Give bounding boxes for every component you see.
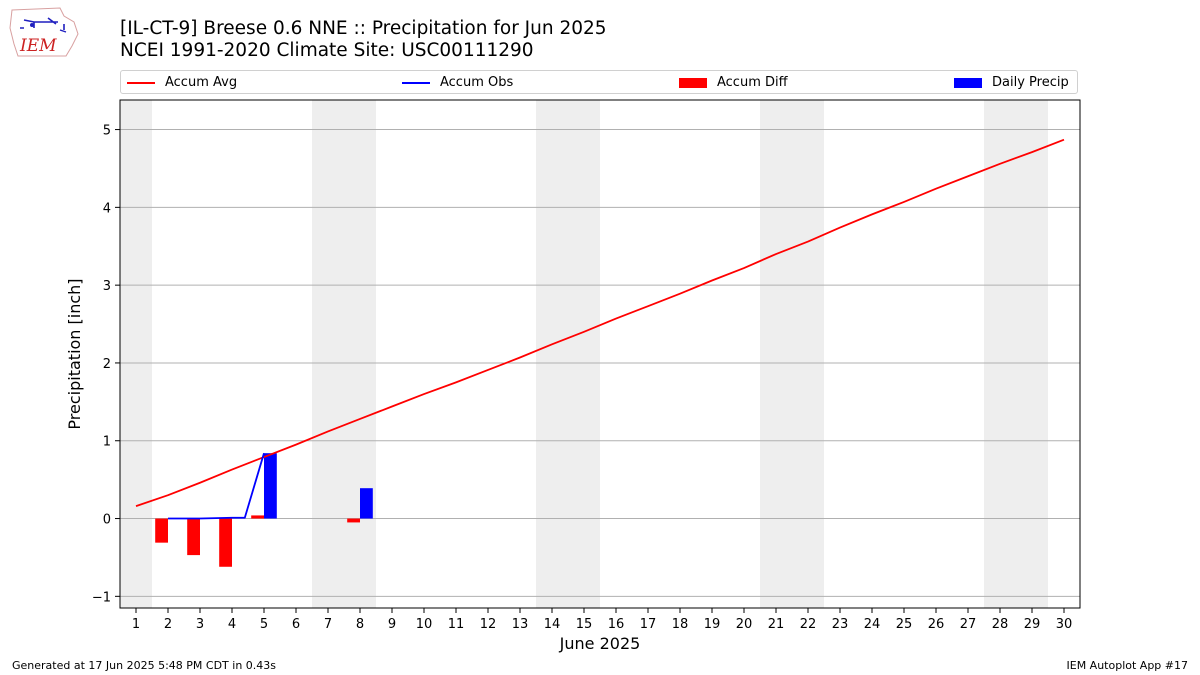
x-tick-label: 20 [736,617,753,632]
x-tick-label: 18 [672,617,689,632]
weekend-band-5 [984,100,1048,608]
x-tick-label: 12 [480,617,497,632]
legend-swatch-daily-precip [954,77,982,88]
accum-obs-line [168,452,265,520]
accum-avg-line [135,138,1065,507]
y-tick-label: −1 [92,590,111,605]
chart-title-line2: NCEI 1991-2020 Climate Site: USC00111290 [120,40,534,61]
x-tick-label: 28 [992,617,1009,632]
legend-label-accum-diff: Accum Diff [717,75,788,90]
x-tick-label: 23 [832,617,849,632]
x-tick-label: 5 [260,617,268,632]
footer-app: IEM Autoplot App #17 [1066,659,1189,672]
chart-title: [IL-CT-9] Breese 0.6 NNE :: Precipitatio… [120,18,607,62]
x-tick-label: 10 [416,617,433,632]
accum-diff-bar [187,518,200,556]
y-tick-label: 0 [103,513,111,528]
x-tick-label: 16 [608,617,625,632]
plot-frame [119,99,1081,609]
x-tick-label: 6 [292,617,300,632]
legend-swatch-accum-diff [679,77,707,88]
x-tick-label: 29 [1024,617,1041,632]
x-tick-label: 15 [576,617,593,632]
svg-text:IEM: IEM [19,36,57,56]
legend-item-daily-precip: Daily Precip [954,74,1069,91]
x-tick-label: 24 [864,617,881,632]
x-tick-label: 9 [388,617,396,632]
x-axis-label: June 2025 [559,634,641,653]
y-tick-label: 3 [103,279,111,294]
y-axis-label: Precipitation [inch] [65,278,84,429]
x-tick-label: 25 [896,617,913,632]
legend-label-accum-avg: Accum Avg [165,75,238,90]
x-tick-label: 3 [196,617,204,632]
legend-swatch-accum-avg [127,81,155,84]
x-tick-label: 7 [324,617,332,632]
x-tick-label: 17 [640,617,657,632]
x-tick-label: 8 [356,617,364,632]
x-tick-label: 14 [544,617,561,632]
legend-item-accum-diff: Accum Diff [679,74,788,91]
weekend-shading [120,100,1048,608]
x-tick-label: 22 [800,617,817,632]
x-tick-label: 2 [164,617,172,632]
chart-title-line1: [IL-CT-9] Breese 0.6 NNE :: Precipitatio… [120,18,607,39]
chart-legend: Accum Avg Accum Obs Accum Diff Daily Pre… [120,70,1078,94]
x-axis-ticks: 1 2 3 4 5 6 7 8 9 10 11 12 13 14 15 16 17 18 19 20 21 22 23 24 2… [132,608,1072,632]
x-tick-label: 30 [1056,617,1073,632]
y-tick-label: 4 [103,201,111,216]
legend-swatch-accum-obs [402,81,430,84]
series-lines [135,138,1065,520]
x-tick-label: 4 [228,617,236,632]
accum-diff-bar [155,518,168,543]
x-tick-label: 13 [512,617,529,632]
y-tick-label: 5 [103,124,111,139]
grid-lines [120,129,1080,597]
x-tick-label: 11 [448,617,465,632]
x-tick-label: 19 [704,617,721,632]
legend-item-accum-obs: Accum Obs [402,74,513,91]
weekend-band-3 [536,100,600,608]
footer-generated: Generated at 17 Jun 2025 5:48 PM CDT in … [12,659,277,672]
legend-item-accum-avg: Accum Avg [127,74,237,91]
weekend-band-2 [312,100,376,608]
accum-diff-bar [347,518,360,523]
y-tick-label: 2 [103,357,111,372]
accum-diff-bar [219,518,232,567]
daily-precip-bar [264,453,277,519]
x-tick-label: 21 [768,617,785,632]
bars [155,453,373,567]
weekend-band-1 [120,100,152,608]
x-tick-label: 27 [960,617,977,632]
daily-precip-bar [360,488,373,519]
weekend-band-4 [760,100,824,608]
x-tick-label: 26 [928,617,945,632]
x-tick-label: 1 [132,617,140,632]
y-tick-label: 1 [103,435,111,450]
iem-logo: IEM [9,7,79,57]
legend-label-daily-precip: Daily Precip [992,75,1069,90]
accum-diff-bar [251,515,264,519]
legend-label-accum-obs: Accum Obs [440,75,514,90]
y-axis-ticks: −1 0 1 2 3 4 5 [92,124,120,605]
